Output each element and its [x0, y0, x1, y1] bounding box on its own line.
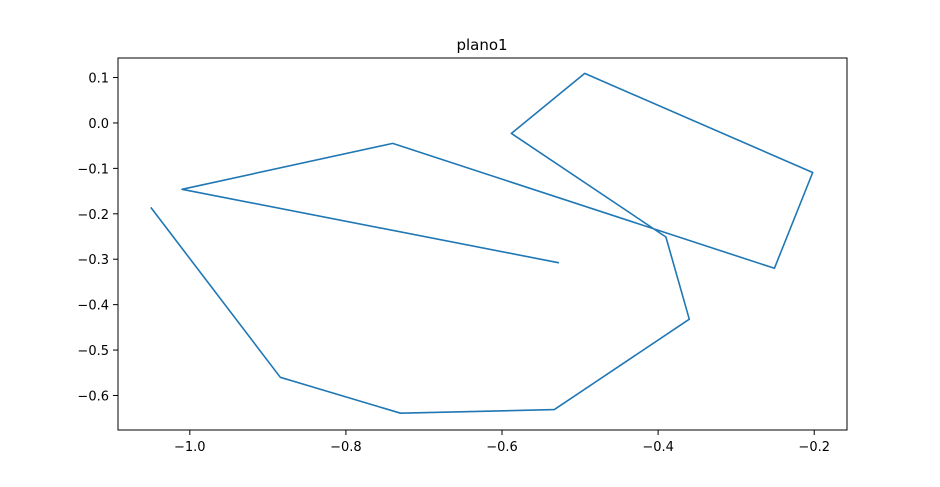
- y-tick-label: 0.0: [88, 117, 109, 132]
- chart-title: plano1: [456, 36, 507, 54]
- x-tick-label: −0.8: [330, 440, 362, 455]
- y-tick-label: −0.3: [77, 253, 109, 268]
- y-tick-label: −0.6: [77, 389, 109, 404]
- x-ticks: −1.0 −0.8 −0.6 −0.4 −0.2: [174, 430, 830, 455]
- x-tick-label: −0.4: [642, 440, 674, 455]
- y-tick-label: −0.1: [77, 162, 109, 177]
- series-line: [150, 72, 814, 415]
- y-tick-label: 0.1: [88, 72, 109, 87]
- plot-lines: [150, 72, 814, 415]
- y-tick-label: −0.5: [77, 344, 109, 359]
- y-ticks: 0.1 0.0 −0.1 −0.2 −0.3 −0.4 −0.5 −0.6: [77, 72, 118, 404]
- y-tick-label: −0.4: [77, 299, 109, 314]
- x-tick-label: −0.6: [486, 440, 518, 455]
- x-tick-label: −1.0: [174, 440, 206, 455]
- y-tick-label: −0.2: [77, 208, 109, 223]
- axes-frame: [117, 57, 848, 431]
- x-tick-label: −0.2: [798, 440, 830, 455]
